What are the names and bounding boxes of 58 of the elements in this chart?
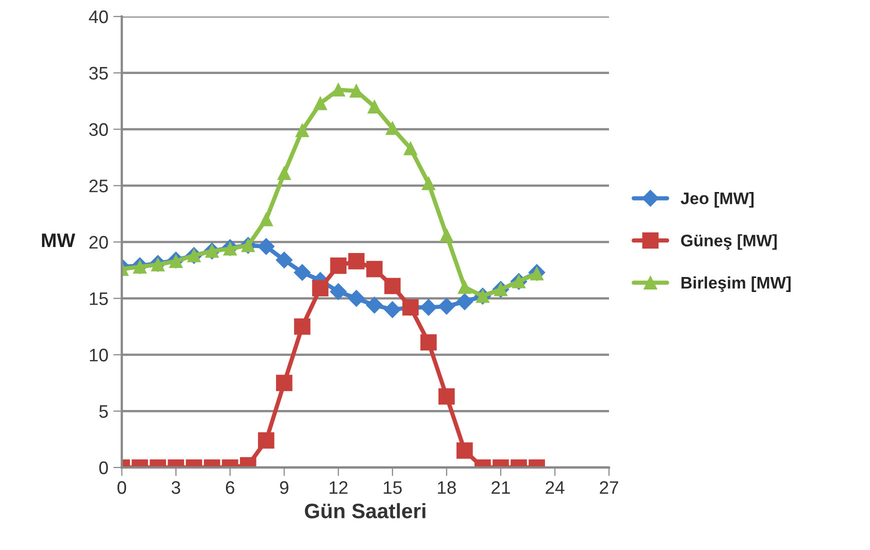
y-tick-label: 15: [90, 292, 108, 306]
point: [259, 212, 273, 226]
legend-label: Güneş [MW]: [681, 234, 777, 250]
point: [420, 334, 437, 351]
point: [422, 176, 436, 190]
x-tick-label: 6: [226, 481, 234, 494]
y-axis-title: MW: [42, 234, 76, 248]
point: [366, 260, 383, 278]
y-tick-label: 0: [99, 461, 108, 474]
point: [258, 238, 275, 255]
point: [294, 264, 311, 281]
y-tick-label: 5: [99, 405, 108, 418]
x-tick-label: 3: [172, 481, 180, 494]
point: [277, 166, 291, 180]
x-tick-label: 0: [117, 481, 126, 494]
x-tick-label: 9: [280, 481, 288, 494]
point: [348, 290, 365, 307]
x-axis-title: Gün Saatleri: [304, 503, 426, 518]
point: [332, 83, 346, 97]
point: [276, 374, 292, 392]
point: [330, 283, 347, 300]
y-tick-label: 30: [89, 123, 108, 136]
x-tick-label: 21: [492, 481, 510, 494]
point: [384, 301, 401, 318]
point: [258, 432, 274, 449]
point: [350, 84, 364, 98]
point: [330, 258, 346, 274]
point: [384, 278, 401, 294]
y-tick-label: 20: [89, 236, 108, 249]
point: [348, 253, 365, 270]
x-tick-label: 27: [600, 481, 618, 494]
point: [312, 280, 328, 296]
point: [366, 296, 383, 314]
point: [386, 121, 400, 135]
x-tick-label: 24: [546, 481, 564, 494]
point: [404, 142, 418, 156]
point: [276, 252, 293, 268]
point: [456, 442, 473, 459]
point: [133, 260, 147, 274]
point: [294, 318, 310, 335]
point: [368, 100, 382, 114]
point: [295, 124, 310, 138]
x-tick-label: 15: [384, 481, 402, 494]
point: [438, 388, 455, 405]
y-tick-label: 25: [89, 180, 108, 192]
y-tick-label: 10: [90, 348, 108, 362]
x-tick-label: 12: [330, 481, 348, 494]
point: [440, 228, 454, 242]
point: [438, 298, 455, 315]
point: [314, 96, 328, 110]
point: [458, 280, 472, 294]
legend-label: Birleşim [MW]: [682, 276, 791, 292]
point: [420, 299, 437, 316]
x-tick-label: 18: [438, 481, 456, 494]
legend-label: Jeo [MW]: [680, 192, 754, 208]
y-tick-label: 35: [89, 66, 108, 80]
point: [456, 293, 474, 310]
y-tick-label: 40: [88, 10, 108, 24]
